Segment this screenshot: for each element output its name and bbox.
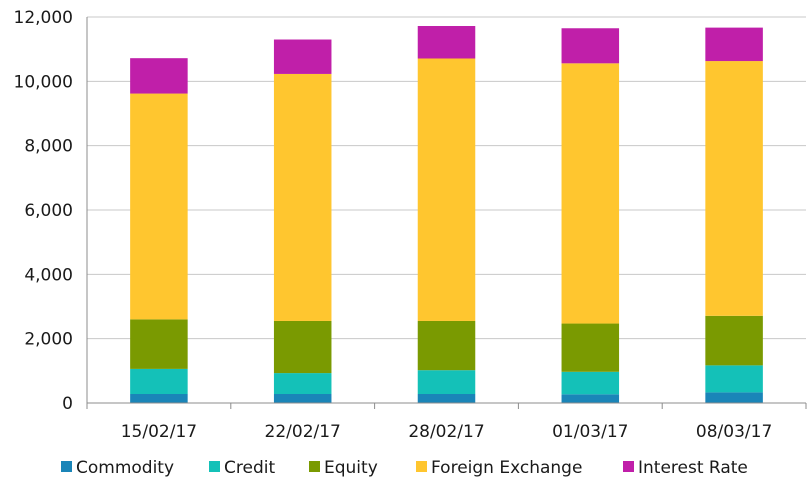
bar-segment: [561, 323, 620, 372]
bar-segment: [130, 393, 188, 403]
legend-label: Interest Rate: [638, 458, 748, 478]
legend-label: Foreign Exchange: [431, 458, 582, 478]
bar-segment: [417, 393, 476, 403]
y-tick-label: 12,000: [14, 8, 73, 28]
bar-segment: [130, 93, 188, 320]
legend-label: Credit: [224, 458, 275, 478]
bar-segment: [705, 392, 763, 403]
bar-segment: [130, 368, 188, 394]
bar-stack: [130, 58, 188, 403]
bar-stacks: [130, 26, 763, 403]
bar-stack: [705, 27, 763, 403]
bar-segment: [561, 371, 620, 395]
x-tick-label: 28/02/17: [408, 422, 484, 442]
bar-segment: [273, 393, 332, 403]
bar-segment: [130, 58, 188, 94]
legend-item: Equity: [309, 458, 378, 478]
y-axis-tick-labels: 0 2,000 4,000 6,000 8,000 10,000 12,000: [14, 8, 73, 414]
bar-segment: [705, 365, 763, 393]
bar-segment: [705, 27, 763, 62]
x-tick-label: 15/02/17: [121, 422, 197, 442]
bar-stack: [561, 28, 620, 403]
bar-segment: [273, 39, 332, 74]
bar-segment: [561, 28, 620, 64]
legend-label: Equity: [324, 458, 378, 478]
y-tick-label: 0: [62, 394, 73, 414]
bar-segment: [273, 320, 332, 374]
y-tick-label: 6,000: [24, 201, 73, 221]
bar-stack: [273, 39, 332, 403]
legend-item: Commodity: [61, 458, 174, 478]
bar-segment: [561, 394, 620, 403]
legend-item: Interest Rate: [623, 458, 748, 478]
y-tick-label: 8,000: [24, 137, 73, 157]
legend: Commodity Credit Equity Foreign Exchange Int…: [61, 458, 748, 478]
x-tick-label: 08/03/17: [696, 422, 772, 442]
bar-stack: [417, 26, 476, 403]
legend-swatch: [416, 461, 427, 472]
legend-swatch: [309, 461, 320, 472]
legend-swatch: [623, 461, 634, 472]
bar-segment: [417, 26, 476, 59]
legend-label: Commodity: [76, 458, 174, 478]
legend-swatch: [209, 461, 220, 472]
y-tick-label: 10,000: [14, 72, 73, 92]
axes: [86, 17, 807, 409]
legend-item: Credit: [209, 458, 275, 478]
bar-segment: [273, 373, 332, 394]
bar-segment: [273, 73, 332, 321]
bar-segment: [417, 58, 476, 321]
bar-segment: [417, 370, 476, 394]
bar-segment: [705, 315, 763, 366]
bar-segment: [130, 319, 188, 369]
x-tick-label: 01/03/17: [552, 422, 628, 442]
y-tick-label: 2,000: [24, 330, 73, 350]
x-axis-tick-labels: 15/02/17 22/02/17 28/02/17 01/03/17 08/03/17: [121, 422, 773, 442]
x-tick-label: 22/02/17: [265, 422, 341, 442]
legend-item: Foreign Exchange: [416, 458, 582, 478]
bar-segment: [561, 63, 620, 324]
bar-segment: [417, 320, 476, 371]
legend-swatch: [61, 461, 72, 472]
bar-segment: [705, 61, 763, 316]
y-tick-label: 4,000: [24, 265, 73, 285]
